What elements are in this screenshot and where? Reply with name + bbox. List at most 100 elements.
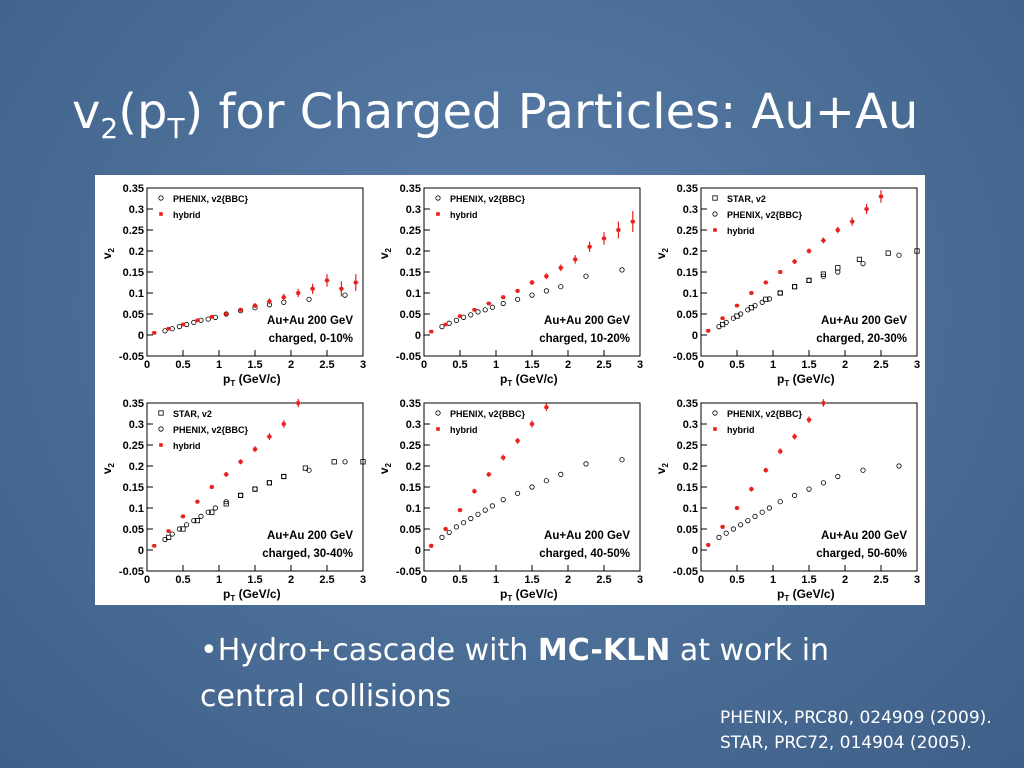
- data-point: [806, 277, 812, 284]
- x-tick-label: 3: [637, 574, 643, 586]
- y-tick-label: 0.05: [677, 524, 698, 536]
- y-label-part: v: [377, 252, 391, 259]
- x-tick-label: 1.5: [524, 359, 539, 371]
- data-point: [616, 228, 621, 232]
- y-tick-label: 0.1: [406, 288, 421, 300]
- y-label-part: v: [654, 467, 668, 474]
- data-point: [354, 280, 358, 285]
- data-point: [458, 314, 462, 318]
- data-point: [821, 238, 826, 243]
- data-point: [706, 543, 710, 547]
- data-point: [458, 508, 462, 512]
- x-tick-label: 1.5: [524, 574, 539, 586]
- y-label-sub: 2: [384, 247, 393, 252]
- y-tick-label: 0.05: [400, 524, 421, 536]
- data-point: [778, 270, 782, 274]
- x-tick-label: 3: [914, 574, 920, 586]
- data-point: [296, 291, 300, 295]
- data-point: [791, 492, 798, 498]
- x-label-sub: T: [784, 379, 789, 388]
- data-point: [737, 522, 744, 528]
- legend-marker: [713, 427, 717, 431]
- y-tick-label: 0.25: [400, 440, 421, 452]
- y-tick-label: -0.05: [673, 351, 698, 363]
- y-tick-label: 0.2: [129, 461, 144, 473]
- data-point: [267, 299, 272, 304]
- data-point: [896, 252, 902, 258]
- x-tick-label: 3: [360, 574, 366, 586]
- y-tick-label: 0.35: [677, 183, 698, 195]
- legend-label: STAR, v2: [727, 194, 766, 204]
- references: PHENIX, PRC80, 024909 (2009). STAR, PRC7…: [720, 706, 992, 756]
- annotation: charged, 40-50%: [539, 548, 630, 560]
- x-tick-label: 1.5: [247, 574, 262, 586]
- legend-label: hybrid: [450, 210, 478, 220]
- data-point: [162, 328, 168, 334]
- data-point: [468, 312, 474, 318]
- data-point: [482, 307, 488, 313]
- x-tick-label: 0: [144, 574, 150, 586]
- data-point: [181, 514, 185, 519]
- data-point: [487, 472, 491, 477]
- annotation: charged, 10-20%: [539, 333, 630, 345]
- legend-label: hybrid: [727, 226, 755, 236]
- data-point: [162, 536, 168, 543]
- data-point: [752, 303, 758, 309]
- x-tick-label: 3: [360, 359, 366, 371]
- data-point: [500, 496, 506, 503]
- y-tick-label: 0.25: [123, 440, 144, 452]
- legend-label: hybrid: [450, 425, 478, 435]
- y-tick-label: 0: [415, 330, 421, 342]
- bullet-text: at work in central collisions: [200, 633, 830, 714]
- legend-marker: [435, 195, 441, 201]
- legend-marker: [712, 195, 718, 201]
- y-tick-label: 0.35: [123, 398, 144, 410]
- data-point: [745, 307, 751, 313]
- x-axis-label: pT (GeV/c): [500, 587, 558, 603]
- data-point: [543, 288, 549, 294]
- y-axis-label: v2: [100, 462, 116, 474]
- bullet-bold: MC-KLN: [537, 633, 671, 668]
- x-tick-label: 1: [216, 359, 222, 371]
- x-tick-label: 0: [144, 359, 150, 371]
- y-label-sub: 2: [661, 247, 670, 252]
- data-point: [339, 287, 344, 291]
- data-point: [836, 228, 840, 232]
- data-point: [791, 284, 798, 290]
- data-point: [342, 292, 348, 298]
- x-tick-label: 0: [421, 574, 427, 586]
- y-label-sub: 2: [384, 462, 393, 467]
- x-axis-label: pT (GeV/c): [223, 587, 281, 603]
- figure-panel: -0.05 0 0.05 0.1 0.15 0.2 0.25 0.3 0.35 0 0.5 1 1.5 2…: [95, 175, 925, 605]
- x-tick-label: 0.5: [729, 574, 744, 586]
- data-point: [558, 284, 564, 290]
- y-axis-label: v2: [654, 462, 670, 474]
- data-point: [730, 526, 737, 532]
- data-point: [209, 509, 215, 515]
- annotation: Au+Au 200 GeV: [544, 315, 630, 327]
- data-point: [210, 315, 214, 319]
- data-point: [777, 499, 783, 505]
- data-point: [439, 534, 445, 540]
- legend-label: hybrid: [727, 425, 755, 435]
- data-point: [807, 249, 811, 253]
- legend-marker: [713, 228, 717, 232]
- x-tick-label: 1.5: [801, 359, 816, 371]
- bullet: •Hydro+cascade with MC-KLN at work in ce…: [200, 628, 840, 720]
- y-tick-label: 0.3: [406, 204, 421, 216]
- data-point: [306, 296, 312, 302]
- slide-title: v2(pT) for Charged Particles: Au+Au: [72, 88, 918, 143]
- data-point: [864, 207, 869, 211]
- data-point: [735, 303, 739, 308]
- data-point: [446, 529, 452, 535]
- legend-label: PHENIX, v2{BBC}: [727, 210, 803, 220]
- data-point: [716, 534, 722, 540]
- y-label-sub: 2: [107, 462, 116, 467]
- data-point: [543, 478, 549, 484]
- y-tick-label: 0.2: [683, 246, 698, 258]
- legend-marker: [712, 211, 718, 217]
- y-tick-label: 0.1: [683, 288, 698, 300]
